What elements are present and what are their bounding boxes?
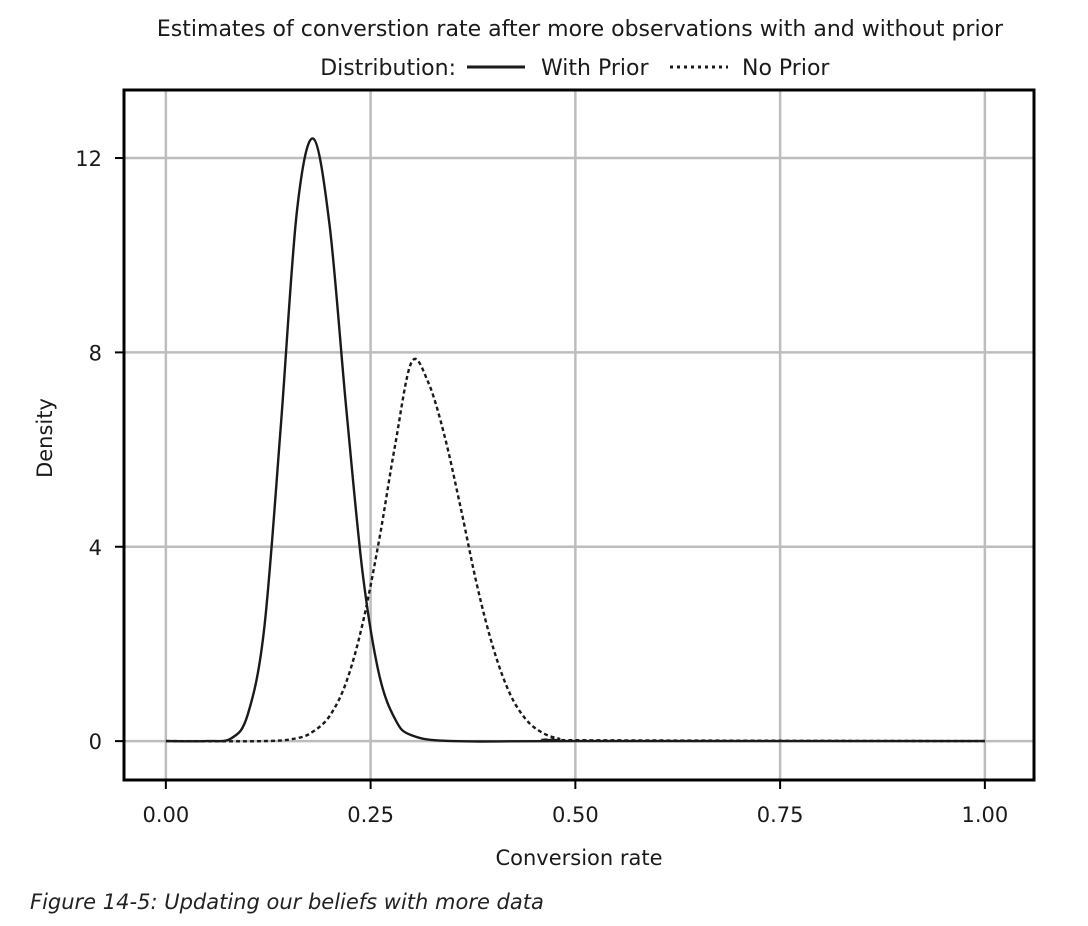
x-tick-label: 0.50	[552, 803, 599, 827]
plot-frame	[122, 88, 1036, 782]
y-axis: 0 4 8 12	[75, 147, 124, 754]
series-line-with-prior	[165, 137, 985, 743]
legend-title: Distribution:	[320, 56, 456, 81]
chart-title: Estimates of converstion rate after more…	[157, 17, 1004, 42]
x-axis: 0.00 0.25 0.50 0.75 1.00	[142, 780, 1008, 827]
density-chart: Estimates of converstion rate after more…	[33, 17, 1036, 870]
y-tick-label: 8	[89, 341, 102, 365]
x-tick-label: 0.00	[142, 803, 189, 827]
y-tick-label: 4	[89, 536, 102, 560]
legend-label-no-prior: No Prior	[742, 56, 830, 81]
x-tick-label: 1.00	[961, 803, 1008, 827]
x-axis-label: Conversion rate	[495, 846, 662, 870]
y-tick-label: 0	[89, 730, 102, 754]
legend-label-with-prior: With Prior	[541, 56, 649, 81]
x-tick-label: 0.25	[347, 803, 394, 827]
y-tick-label: 12	[75, 147, 102, 171]
x-tick-label: 0.75	[757, 803, 804, 827]
y-axis-label: Density	[33, 398, 57, 478]
series-line-no-prior	[165, 357, 985, 743]
legend: Distribution: With Prior No Prior	[320, 56, 830, 81]
figure-caption: Figure 14-5: Updating our beliefs with m…	[30, 890, 544, 914]
grid	[124, 90, 1034, 780]
series-layer	[165, 137, 985, 743]
